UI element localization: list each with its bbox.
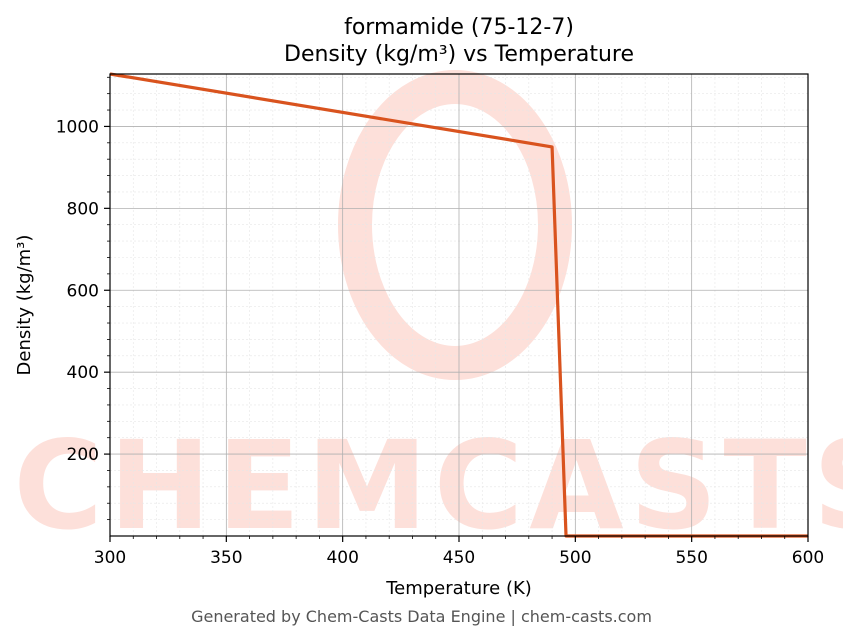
y-axis-label: Density (kg/m³) — [14, 235, 35, 376]
y-tick-label: 400 — [67, 363, 99, 383]
y-tick-label: 600 — [67, 281, 99, 301]
x-tick-label: 600 — [792, 548, 824, 568]
chart-title-line1: formamide (75-12-7) — [344, 15, 574, 40]
y-tick-label: 200 — [67, 445, 99, 465]
x-axis: 300 350 400 450 500 550 600 — [94, 536, 824, 568]
x-tick-label: 350 — [210, 548, 242, 568]
footer-credit: Generated by Chem-Casts Data Engine | ch… — [191, 607, 652, 626]
y-axis: 200 400 600 800 1000 — [56, 76, 110, 521]
watermark-text: CHEMCASTS — [13, 415, 843, 557]
x-tick-label: 550 — [675, 548, 707, 568]
watermark: CHEMCASTS — [13, 70, 843, 557]
x-axis-label: Temperature (K) — [385, 578, 532, 599]
x-tick-label: 500 — [559, 548, 591, 568]
y-tick-label: 1000 — [56, 117, 99, 137]
x-tick-label: 450 — [443, 548, 475, 568]
y-tick-label: 800 — [67, 199, 99, 219]
x-tick-label: 400 — [326, 548, 358, 568]
chart-title-line2: Density (kg/m³) vs Temperature — [284, 42, 634, 67]
x-tick-label: 300 — [94, 548, 126, 568]
